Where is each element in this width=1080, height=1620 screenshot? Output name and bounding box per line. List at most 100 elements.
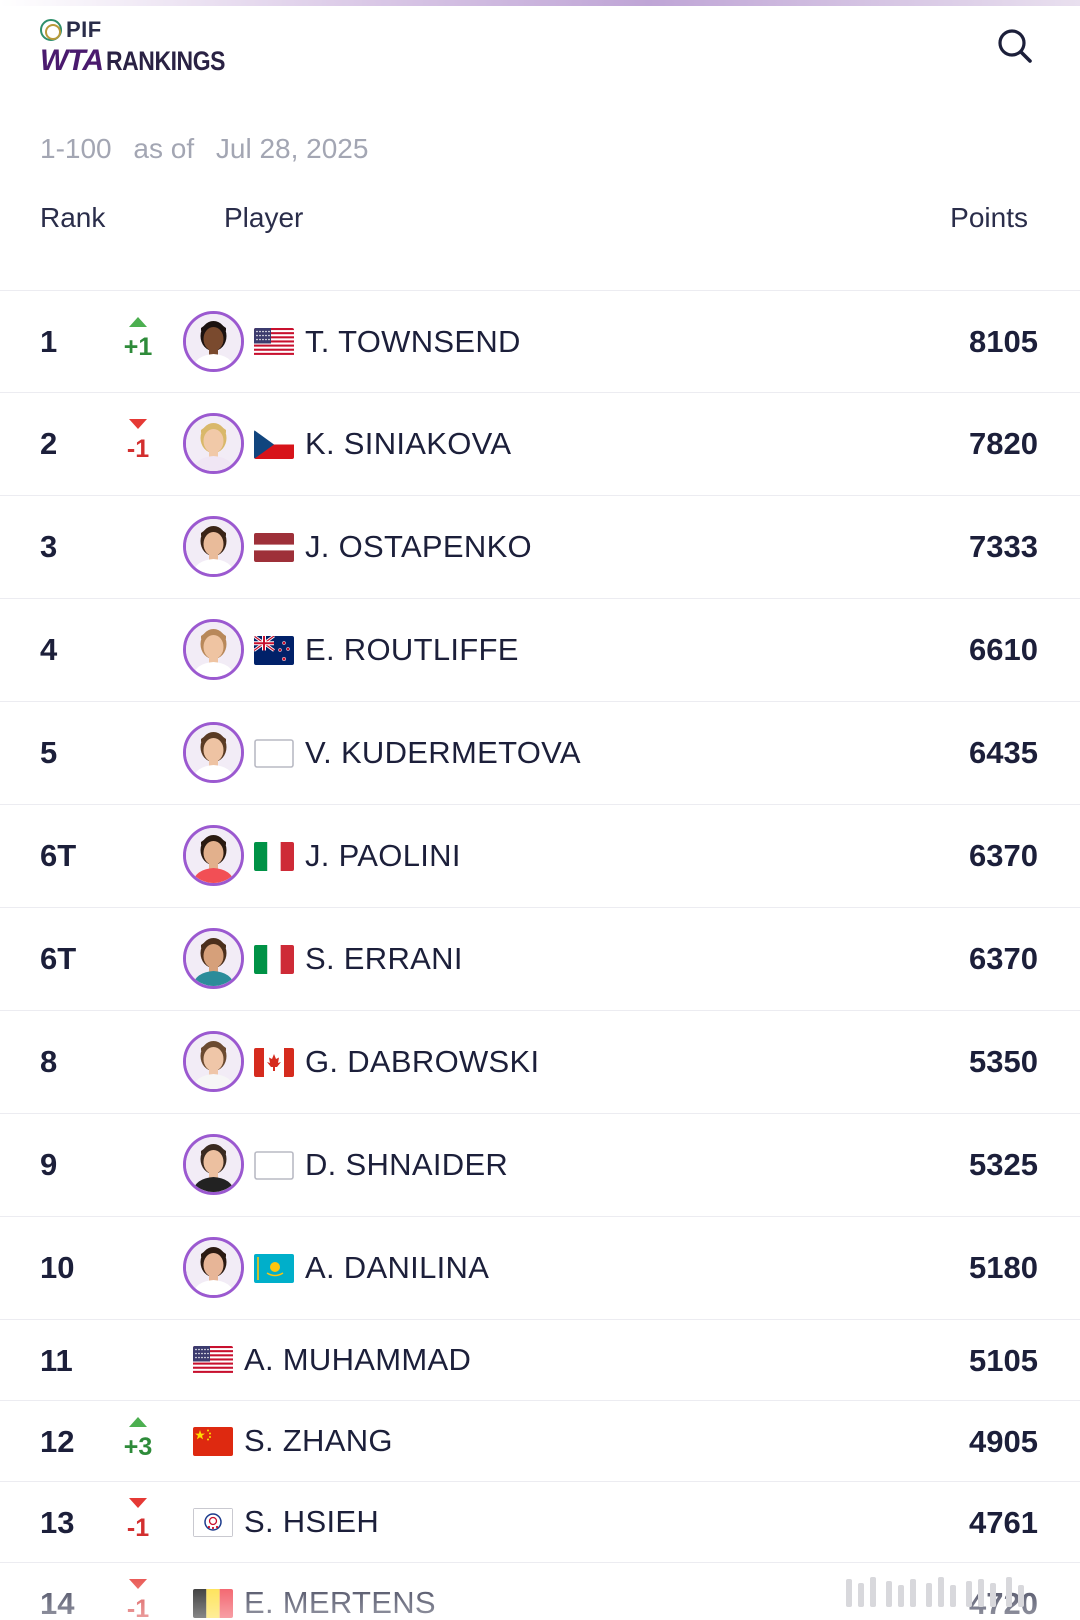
arrow-down-icon	[129, 1498, 147, 1508]
rank-movement: +3	[118, 1417, 158, 1462]
rank-number: 13	[40, 1505, 75, 1540]
player-avatar[interactable]	[183, 722, 244, 783]
column-header-rank[interactable]: Rank	[40, 202, 106, 233]
logo-top: PIF	[40, 17, 220, 42]
flag-blank-icon	[254, 739, 294, 768]
player-name[interactable]: G. DABROWSKI	[305, 1044, 540, 1079]
flag-usa-icon	[193, 1346, 233, 1375]
ranking-row[interactable]: 12 +3 S. ZHANG 4905	[0, 1401, 1080, 1482]
movement-value: -1	[126, 1514, 150, 1542]
player-avatar[interactable]	[183, 825, 244, 886]
player-name[interactable]: J. OSTAPENKO	[305, 529, 532, 564]
column-header-points[interactable]: Points	[950, 202, 1028, 233]
logo-pif-text: PIF	[66, 17, 102, 42]
ranking-row[interactable]: 8 G. DABROWSKI 5350	[0, 1011, 1080, 1114]
player-name[interactable]: S. HSIEH	[244, 1504, 380, 1539]
ranking-row[interactable]: 4 E. ROUTLIFFE 6610	[0, 599, 1080, 702]
search-button[interactable]	[995, 26, 1035, 66]
player-points: 5105	[969, 1343, 1038, 1378]
flag-italy-icon	[254, 945, 294, 974]
player-avatar[interactable]	[183, 516, 244, 577]
player-name[interactable]: A. MUHAMMAD	[244, 1342, 472, 1377]
player-points: 5325	[969, 1147, 1038, 1182]
search-icon	[998, 29, 1032, 63]
player-points: 8105	[969, 324, 1038, 359]
flag-czech-icon	[254, 430, 294, 459]
flag-belgium-icon	[193, 1589, 233, 1618]
ranking-row[interactable]: 11 A. MUHAMMAD 5105	[0, 1320, 1080, 1401]
player-avatar[interactable]	[183, 1134, 244, 1195]
rank-movement: -1	[118, 419, 158, 464]
flag-kazakhstan-icon	[254, 1254, 294, 1283]
player-name[interactable]: S. ZHANG	[244, 1423, 393, 1458]
rank-number: 4	[40, 632, 58, 667]
pif-globe-icon	[40, 19, 62, 41]
player-points: 7333	[969, 529, 1038, 564]
flag-china-icon	[193, 1427, 233, 1456]
date-text: Jul 28, 2025	[215, 133, 369, 164]
player-points: 6370	[969, 838, 1038, 873]
player-points: 4905	[969, 1424, 1038, 1459]
player-name[interactable]: D. SHNAIDER	[305, 1147, 509, 1182]
player-points: 5180	[969, 1250, 1038, 1285]
player-name[interactable]: E. ROUTLIFFE	[305, 632, 519, 667]
ranking-row[interactable]: 2 -1 K. SINIAKOVA 7820	[0, 393, 1080, 496]
flag-blank-icon	[254, 1151, 294, 1180]
rank-number: 8	[40, 1044, 58, 1079]
ranking-row[interactable]: 10 A. DANILINA 5180	[0, 1217, 1080, 1320]
rank-number: 2	[40, 426, 58, 461]
rank-number: 6T	[40, 941, 77, 976]
rank-number: 1	[40, 324, 58, 359]
rank-number: 11	[40, 1343, 73, 1378]
movement-value: +3	[123, 1433, 153, 1461]
player-avatar[interactable]	[183, 1031, 244, 1092]
logo-wta-text: WTA	[40, 44, 104, 77]
player-points: 7820	[969, 426, 1038, 461]
ranking-row[interactable]: 1 +1 T. TOWNSEND 8105	[0, 290, 1080, 393]
arrow-up-icon	[129, 317, 147, 327]
rank-number: 9	[40, 1147, 58, 1182]
player-avatar[interactable]	[183, 619, 244, 680]
ranking-row[interactable]: 13 -1 S. HSIEH 4761	[0, 1482, 1080, 1563]
as-of-text: as of	[133, 133, 195, 164]
ranking-row[interactable]: 3 J. OSTAPENKO 7333	[0, 496, 1080, 599]
player-points: 5350	[969, 1044, 1038, 1079]
player-name[interactable]: E. MERTENS	[244, 1585, 436, 1620]
player-name[interactable]: K. SINIAKOVA	[305, 426, 512, 461]
logo-bottom: WTA RANKINGS	[40, 44, 226, 78]
top-accent-line	[0, 0, 1080, 6]
arrow-up-icon	[129, 1417, 147, 1427]
player-avatar[interactable]	[183, 413, 244, 474]
player-avatar[interactable]	[183, 928, 244, 989]
arrow-down-icon	[129, 419, 147, 429]
rank-movement: -1	[118, 1579, 158, 1620]
flag-new-zealand-icon	[254, 636, 294, 665]
player-name[interactable]: J. PAOLINI	[305, 838, 461, 873]
player-name[interactable]: S. ERRANI	[305, 941, 463, 976]
range-text: 1-100	[40, 133, 112, 164]
logo-rankings-text: RANKINGS	[106, 46, 226, 76]
player-points: 4761	[969, 1505, 1038, 1540]
player-name[interactable]: V. KUDERMETOVA	[305, 735, 581, 770]
wta-rankings-logo[interactable]: PIF WTA RANKINGS	[40, 17, 226, 78]
player-name[interactable]: T. TOWNSEND	[305, 324, 521, 359]
flag-usa-icon	[254, 328, 294, 357]
player-points: 6435	[969, 735, 1038, 770]
ranking-row[interactable]: 5 V. KUDERMETOVA 6435	[0, 702, 1080, 805]
flag-canada-icon	[254, 1048, 294, 1077]
column-header-player[interactable]: Player	[224, 202, 304, 233]
rank-number: 6T	[40, 838, 77, 873]
rank-number: 3	[40, 529, 58, 564]
flag-italy-icon	[254, 842, 294, 871]
player-avatar[interactable]	[183, 1237, 244, 1298]
player-avatar[interactable]	[183, 311, 244, 372]
ranking-row[interactable]: 9 D. SHNAIDER 5325	[0, 1114, 1080, 1217]
player-name[interactable]: A. DANILINA	[305, 1250, 490, 1285]
flag-chinese-taipei-icon	[193, 1508, 233, 1537]
movement-value: +1	[123, 333, 153, 361]
ranking-row[interactable]: 6T S. ERRANI 6370	[0, 908, 1080, 1011]
ranking-row[interactable]: 6T J. PAOLINI 6370	[0, 805, 1080, 908]
watermark-icon	[846, 1577, 1024, 1607]
rank-number: 10	[40, 1250, 75, 1285]
rank-movement: +1	[118, 317, 158, 362]
